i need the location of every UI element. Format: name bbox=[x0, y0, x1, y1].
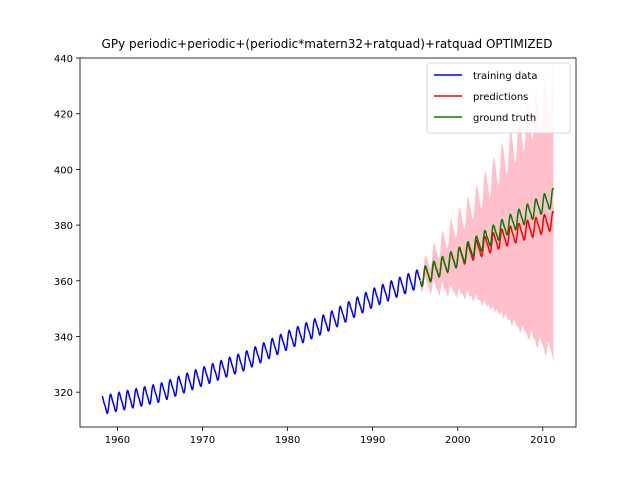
legend-label: predictions bbox=[473, 92, 528, 103]
x-tick-label: 2010 bbox=[530, 435, 555, 446]
y-tick-label: 380 bbox=[54, 221, 73, 232]
y-tick-label: 340 bbox=[54, 332, 73, 343]
chart-title: GPy periodic+periodic+(periodic*matern32… bbox=[102, 37, 553, 51]
legend-label: ground truth bbox=[473, 113, 536, 124]
legend-box bbox=[426, 62, 571, 134]
y-tick-label: 420 bbox=[54, 110, 73, 121]
y-tick-label: 400 bbox=[54, 165, 73, 176]
axis-ticks: 1960 1970 1980 1990 2000 2010 320 340 360 380 400 4… bbox=[54, 54, 556, 446]
x-tick-label: 1990 bbox=[360, 435, 385, 446]
axes-frame bbox=[79, 57, 577, 428]
x-tick-label: 1970 bbox=[190, 435, 215, 446]
x-tick-label: 1960 bbox=[105, 435, 130, 446]
confidence-band bbox=[420, 63, 554, 363]
y-tick-label: 440 bbox=[54, 54, 73, 65]
legend: training data predictions ground truth bbox=[426, 62, 571, 134]
y-tick-label: 320 bbox=[54, 388, 73, 399]
plot-area bbox=[101, 63, 555, 415]
training-data-line bbox=[101, 269, 421, 415]
x-tick-label: 1980 bbox=[275, 435, 300, 446]
x-tick-label: 2000 bbox=[445, 435, 470, 446]
legend-label: training data bbox=[473, 71, 537, 82]
ground-truth-line bbox=[419, 187, 555, 288]
y-tick-label: 360 bbox=[54, 277, 73, 288]
